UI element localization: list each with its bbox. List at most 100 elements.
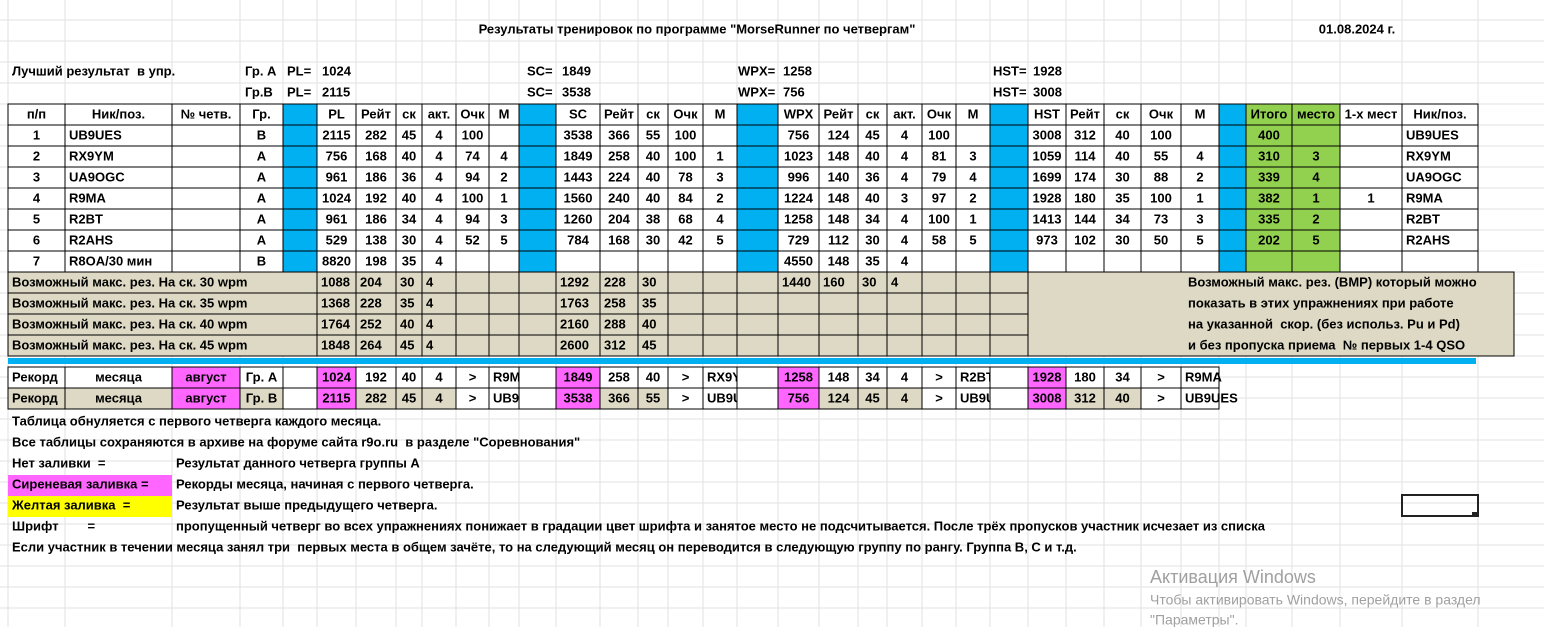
- table-value: 34: [865, 211, 880, 226]
- max-value: 35: [642, 295, 656, 310]
- max-value: 40: [400, 316, 414, 331]
- column-header: М: [499, 106, 510, 121]
- table-value: 100: [1150, 127, 1172, 142]
- max-value: 30: [642, 274, 656, 289]
- table-value: 2115: [322, 127, 350, 142]
- table-value: UB9UES: [69, 127, 122, 142]
- record-value: >: [935, 369, 943, 384]
- note: Таблица обнуляется с первого четверга ка…: [12, 413, 381, 428]
- best-cell: PL=: [287, 84, 312, 99]
- table-cell: [488, 250, 520, 273]
- watermark-title: Активация Windows: [1150, 567, 1316, 587]
- record-value: 1258: [784, 369, 813, 384]
- record-value: 258: [608, 369, 630, 384]
- column-header: М: [1195, 106, 1206, 121]
- best-cell: Гр. А: [245, 63, 277, 78]
- table-cell: [1291, 250, 1341, 273]
- table-value: 74: [465, 148, 480, 163]
- table-value: 79: [932, 169, 946, 184]
- table-value: 1413: [1033, 211, 1062, 226]
- column-header: WPX: [784, 106, 814, 121]
- max-value: 1088: [321, 274, 350, 289]
- record-cell: [282, 387, 318, 410]
- max-label: Возможный макс. рез. На ск. 40 wpm: [12, 316, 247, 331]
- watermark-line: Чтобы активировать Windows, перейдите в …: [1150, 592, 1481, 608]
- table-cell: [989, 208, 1029, 231]
- table-value: 1224: [784, 190, 814, 205]
- table-value: 1928: [1033, 190, 1062, 205]
- table-value: 114: [1075, 148, 1097, 163]
- table-value: 1: [1367, 190, 1374, 205]
- table-cell: [1339, 124, 1403, 147]
- table-value: 40: [865, 148, 879, 163]
- table-value: 180: [1074, 190, 1096, 205]
- table-value: 282: [365, 127, 387, 142]
- column-header: п/п: [27, 106, 46, 121]
- table-value: 1560: [564, 190, 593, 205]
- table-value: 148: [828, 253, 850, 268]
- table-value: 3: [33, 169, 40, 184]
- table-value: 996: [788, 169, 810, 184]
- record-value: 55: [646, 390, 660, 405]
- table-value: 81: [932, 148, 946, 163]
- table-cell: [171, 187, 241, 210]
- table-cell: [455, 250, 490, 273]
- table-value: 529: [326, 232, 348, 247]
- table-value: 34: [1115, 211, 1130, 226]
- table-cell: [989, 250, 1029, 273]
- table-value: 5: [969, 232, 976, 247]
- table-cell: [282, 124, 318, 147]
- table-cell: [955, 124, 991, 147]
- table-value: 124: [828, 127, 850, 142]
- table-cell: [1218, 229, 1247, 252]
- table-value: 339: [1258, 169, 1280, 184]
- table-value: 5: [716, 232, 723, 247]
- max-value: 30: [400, 274, 414, 289]
- table-value: 4: [1196, 148, 1204, 163]
- max-value: 258: [604, 295, 626, 310]
- table-value: 50: [1154, 232, 1168, 247]
- max-value: 45: [642, 337, 656, 352]
- table-cell: [1339, 229, 1403, 252]
- legend-swatch: [8, 496, 172, 517]
- column-header: ск: [1116, 106, 1130, 121]
- table-cell: [518, 145, 557, 168]
- table-value: 4: [901, 148, 909, 163]
- table-value: 335: [1258, 211, 1280, 226]
- table-cell: [702, 124, 738, 147]
- table-value: 1260: [564, 211, 593, 226]
- column-header: Очк: [673, 106, 698, 121]
- table-value: RX9YM: [69, 148, 114, 163]
- max-value: 288: [604, 316, 626, 331]
- legend-label: Шрифт =: [12, 518, 95, 533]
- table-value: 34: [402, 211, 417, 226]
- table-value: 4: [435, 211, 443, 226]
- table-cell: [1339, 208, 1403, 231]
- table-value: 30: [646, 232, 660, 247]
- record-value: >: [1157, 390, 1165, 405]
- table-value: 138: [365, 232, 387, 247]
- table-cell: [171, 250, 241, 273]
- record-cell: [989, 366, 1029, 389]
- table-value: 35: [865, 253, 879, 268]
- table-value: 3008: [1033, 127, 1062, 142]
- max-value: 30: [862, 274, 876, 289]
- table-cell: [1339, 250, 1403, 273]
- table-value: 100: [462, 127, 484, 142]
- record-value: >: [469, 369, 477, 384]
- table-value: 100: [675, 127, 697, 142]
- table-value: 144: [1074, 211, 1096, 226]
- table-value: 3: [901, 190, 908, 205]
- column-header: Рейт: [824, 106, 854, 121]
- table-cell: [1245, 250, 1293, 273]
- table-value: В: [257, 253, 266, 268]
- column-header: HST: [1034, 106, 1060, 121]
- table-value: 8820: [322, 253, 351, 268]
- table-value: 312: [1074, 127, 1096, 142]
- table-cell: [1180, 124, 1220, 147]
- selected-cell[interactable]: [1401, 494, 1479, 517]
- legend-label: Нет заливки =: [12, 455, 106, 470]
- table-cell: [921, 250, 957, 273]
- table-value: 192: [365, 190, 387, 205]
